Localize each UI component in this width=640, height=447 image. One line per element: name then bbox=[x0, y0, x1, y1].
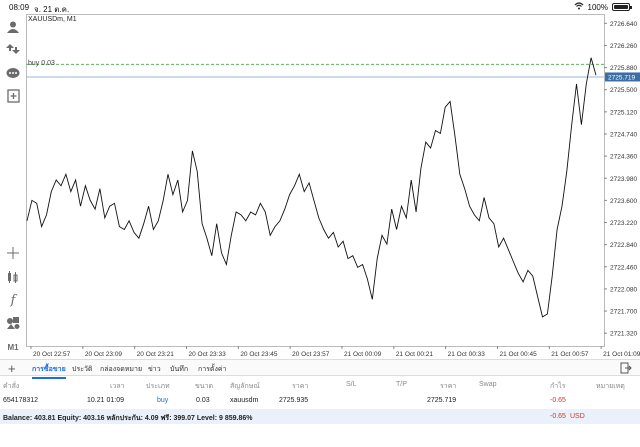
col-comment[interactable]: หมายเหตุ bbox=[596, 383, 625, 390]
battery-icon bbox=[612, 3, 632, 11]
function-icon[interactable]: f bbox=[10, 292, 16, 308]
x-tick-label: 21 Oct 00:09 bbox=[344, 351, 382, 358]
tab-news[interactable]: ข่าว bbox=[148, 366, 161, 373]
x-tick-label: 21 Oct 00:45 bbox=[499, 351, 537, 358]
x-tick-label: 21 Oct 00:57 bbox=[551, 351, 589, 358]
trade-table: คำสั่ง เวลา ประเภท ขนาด สัญลักษณ์ ราคา S… bbox=[0, 377, 640, 409]
cell-time: 10.21 01:09 bbox=[87, 397, 124, 404]
y-tick-label: 2726.260 bbox=[610, 43, 637, 50]
col-type[interactable]: ประเภท bbox=[146, 383, 170, 390]
y-tick-label: 2723.600 bbox=[610, 198, 637, 205]
trade-icon[interactable] bbox=[4, 40, 22, 58]
x-tick-label: 20 Oct 23:09 bbox=[85, 351, 123, 358]
col-time[interactable]: เวลา bbox=[110, 383, 125, 390]
balance-text: Balance: 403.81 Equity: 403.16 หลักประกั… bbox=[3, 415, 253, 422]
x-tick-label: 20 Oct 23:33 bbox=[188, 351, 226, 358]
y-tick-label: 2726.640 bbox=[610, 21, 637, 28]
y-tick-label: 2725.500 bbox=[610, 87, 637, 94]
x-tick-label: 21 Oct 00:21 bbox=[396, 351, 434, 358]
x-tick-label: 20 Oct 23:45 bbox=[240, 351, 278, 358]
table-header: คำสั่ง เวลา ประเภท ขนาด สัญลักษณ์ ราคา S… bbox=[0, 377, 640, 393]
tab-history[interactable]: ประวัติ bbox=[72, 366, 93, 373]
col-order[interactable]: คำสั่ง bbox=[3, 383, 20, 390]
objects-icon[interactable] bbox=[4, 314, 22, 332]
tab-settings[interactable]: การตั้งค่า bbox=[198, 366, 227, 373]
y-tick-label: 2724.740 bbox=[610, 131, 637, 138]
symbol-label: XAUUSDm, M1 bbox=[28, 16, 77, 23]
y-tick-label: 2721.700 bbox=[610, 309, 637, 316]
col-symbol[interactable]: สัญลักษณ์ bbox=[230, 383, 260, 390]
total-profit: -0.65 bbox=[550, 413, 566, 420]
status-bar: 08:09 จ. 21 ต.ค. 100% bbox=[0, 0, 640, 14]
y-tick-label: 2725.880 bbox=[610, 65, 637, 72]
y-tick-label: 2725.120 bbox=[610, 109, 637, 116]
tab-mailbox[interactable]: กล่องจดหมาย bbox=[100, 366, 143, 373]
y-tick-label: 2722.080 bbox=[610, 286, 637, 293]
status-date: จ. 21 ต.ค. bbox=[34, 5, 70, 14]
y-tick-label: 2721.320 bbox=[610, 331, 637, 338]
cell-symbol: xauusdm bbox=[230, 397, 259, 404]
status-time: 08:09 bbox=[9, 3, 30, 12]
status-right: 100% bbox=[574, 2, 632, 12]
tab-trade[interactable]: การซื้อขาย bbox=[32, 364, 66, 379]
plot-frame bbox=[26, 14, 605, 347]
y-tick-label: 2722.840 bbox=[610, 242, 637, 249]
y-tick-label: 2723.980 bbox=[610, 176, 637, 183]
col-swap[interactable]: Swap bbox=[479, 381, 497, 388]
col-profit[interactable]: กำไร bbox=[550, 383, 566, 390]
price-series-line bbox=[26, 57, 597, 318]
chat-icon[interactable] bbox=[4, 64, 22, 82]
col-price[interactable]: ราคา bbox=[292, 383, 309, 390]
y-tick-label: 2723.220 bbox=[610, 220, 637, 227]
crosshair-icon[interactable] bbox=[4, 244, 22, 262]
add-icon[interactable]: + bbox=[8, 361, 16, 376]
chart-canvas[interactable]: 2726.640 2726.260 2725.880 2725.500 2725.120… bbox=[26, 14, 640, 359]
cell-volume: 0.03 bbox=[196, 397, 210, 404]
x-tick-label: 20 Oct 23:57 bbox=[292, 351, 330, 358]
price-chart[interactable]: 2726.640 2726.260 2725.880 2725.500 2725.120… bbox=[26, 14, 640, 359]
x-tick-label: 21 Oct 00:33 bbox=[448, 351, 486, 358]
col-sl[interactable]: S/L bbox=[346, 381, 357, 388]
battery-percent: 100% bbox=[587, 2, 608, 12]
timeframe-button[interactable]: M1 bbox=[7, 342, 19, 352]
cell-price: 2725.935 bbox=[279, 397, 309, 404]
tab-journal[interactable]: บันทึก bbox=[170, 366, 189, 373]
x-tick-label: 20 Oct 22:57 bbox=[33, 351, 71, 358]
currency-label: USD bbox=[570, 413, 585, 420]
terminal-tabs: + การซื้อขาย ประวัติ กล่องจดหมาย ข่าว บั… bbox=[0, 359, 640, 379]
price-tag-label: 2725.719 bbox=[608, 74, 635, 81]
x-tick-label: 20 Oct 23:21 bbox=[137, 351, 175, 358]
table-row[interactable]: 654178312 10.21 01:09 buy 0.03 xauusdm 2… bbox=[0, 393, 640, 409]
user-icon[interactable] bbox=[4, 18, 22, 36]
indicators-icon[interactable] bbox=[4, 268, 22, 286]
new-order-icon[interactable] bbox=[4, 87, 22, 105]
wifi-icon bbox=[574, 2, 584, 12]
exit-icon[interactable] bbox=[620, 362, 632, 377]
left-toolbar: f M1 bbox=[0, 14, 26, 359]
balance-bar: Balance: 403.81 Equity: 403.16 หลักประกั… bbox=[0, 409, 640, 424]
x-tick-label: 21 Oct 01:09 bbox=[603, 351, 640, 358]
price-tag bbox=[605, 72, 640, 82]
cell-order: 654178312 bbox=[3, 397, 39, 404]
col-current-price[interactable]: ราคา bbox=[440, 383, 457, 390]
y-tick-label: 2724.360 bbox=[610, 154, 637, 161]
col-tp[interactable]: T/P bbox=[396, 381, 407, 388]
order-line-label[interactable]: buy 0.03 bbox=[28, 60, 55, 67]
col-volume[interactable]: ขนาด bbox=[195, 383, 214, 390]
cell-current-price: 2725.719 bbox=[427, 397, 457, 404]
cell-type: buy bbox=[157, 397, 169, 404]
y-tick-label: 2722.460 bbox=[610, 264, 637, 271]
cell-profit: -0.65 bbox=[550, 397, 566, 404]
